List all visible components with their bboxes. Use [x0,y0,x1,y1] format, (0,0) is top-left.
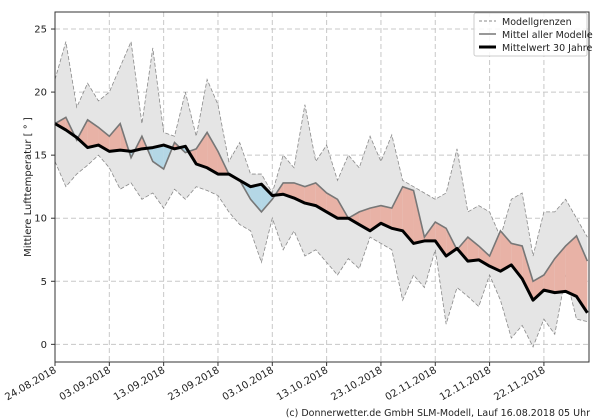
lower-bound-line [54,154,588,348]
cold-anomaly-segment [261,184,273,212]
warm-anomaly-segment [565,235,577,297]
x-tick-label: 13.10.2018 [275,365,330,403]
x-tick-label: 24.08.2018 [3,365,58,403]
warm-anomaly-segment [196,132,208,168]
climatology-line [54,122,589,314]
y-tick-label: 0 [41,340,47,351]
warm-anomaly-segment [435,222,447,257]
warm-anomaly-segment [315,182,327,212]
legend-label: Modellgrenzen [502,17,572,28]
warm-anomaly-segment [87,119,99,148]
warm-anomaly-segment [554,245,566,293]
x-tick-label: 23.10.2018 [329,365,384,403]
warm-anomaly-segment [511,243,523,279]
x-tick-label: 03.09.2018 [58,365,113,403]
warm-anomaly-segment [304,182,316,206]
credit-text: (c) Donnerwetter.de GmbH SLM-Modell, Lau… [286,408,590,419]
warm-anomaly-segment [522,245,534,301]
y-tick-label: 20 [34,88,47,99]
upper-bound-line [54,40,588,257]
y-axis-label: Mittlere Lufttemperatur [ ° ] [23,117,34,257]
warm-anomaly-segment [467,237,479,262]
warm-anomaly-segment [543,258,555,293]
legend: Modellgrenzen Mittel aller Modelle Mitte… [473,12,593,57]
cold-anomaly-segment [250,184,262,212]
model-mean-line [54,116,589,283]
warm-anomaly-segment [489,230,501,272]
warm-anomaly-segment [77,119,88,148]
x-tick-label: 03.10.2018 [221,365,276,403]
warm-anomaly-segment [391,186,403,231]
series-lines [54,116,589,314]
x-tick-label: 13.09.2018 [112,365,167,403]
x-tick-label: 22.11.2018 [492,365,547,403]
y-tick-label: 10 [34,214,47,225]
y-tick-label: 25 [34,25,47,36]
warm-anomaly-segment [402,186,414,244]
warm-anomaly-segment [457,237,468,262]
y-tick-label: 15 [34,151,47,162]
y-tick-label: 5 [41,277,47,288]
plot-frame [54,11,590,363]
warm-anomaly-segment [109,123,121,152]
legend-label: Mittel aller Modelle [502,30,593,41]
x-tick-label: 12.11.2018 [438,365,493,403]
warm-anomaly-segment [380,205,392,229]
warm-anomaly-segment [533,274,544,301]
legend-label: Mittelwert 30 Jahre [502,43,592,54]
x-tick-label: 02.11.2018 [384,365,439,403]
x-tick-label: 23.09.2018 [166,365,221,403]
warm-anomaly-segment [207,132,218,175]
